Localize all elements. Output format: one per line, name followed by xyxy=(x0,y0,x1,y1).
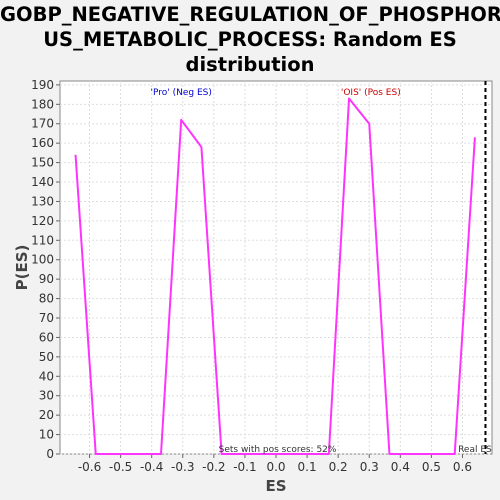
y-tick-label: 120 xyxy=(31,214,54,228)
grid xyxy=(60,81,492,455)
y-tick-label: 70 xyxy=(39,311,54,325)
y-tick-label: 180 xyxy=(31,97,54,111)
x-tick-label: 0.3 xyxy=(360,460,379,474)
x-tick-label: 0.5 xyxy=(422,460,441,474)
x-axis: -0.6 -0.5 -0.4 -0.3 -0.2 -0.1 0.0 0.1 0.2 0.3 0.4 0… xyxy=(78,454,472,474)
y-tick-label: 20 xyxy=(39,408,54,422)
x-axis-label: ES xyxy=(265,477,286,495)
chart-title-line-2: US_METABOLIC_PROCESS: Random ES xyxy=(43,28,457,51)
pos-es-annotation: 'OIS' (Pos ES) xyxy=(341,88,401,98)
y-tick-label: 190 xyxy=(31,78,54,92)
pos-scores-annotation: Sets with pos scores: 52% xyxy=(219,445,337,455)
y-tick-label: 10 xyxy=(39,428,54,442)
distribution-line xyxy=(74,97,476,455)
y-tick-label: 100 xyxy=(31,253,54,267)
y-tick-label: 160 xyxy=(31,136,54,150)
y-tick-label: 140 xyxy=(31,175,54,189)
y-tick-label: 50 xyxy=(39,350,54,364)
x-tick-label: 0.2 xyxy=(329,460,348,474)
y-tick-label: 30 xyxy=(39,389,54,403)
y-tick-label: 170 xyxy=(31,117,54,131)
x-tick-label: -0.4 xyxy=(140,460,163,474)
y-tick-label: 150 xyxy=(31,156,54,170)
chart-title-line-1: GOBP_NEGATIVE_REGULATION_OF_PHOSPHOR xyxy=(0,3,500,26)
y-tick-label: 90 xyxy=(39,272,54,286)
real-es-label: Real ES xyxy=(458,445,492,455)
y-tick-label: 130 xyxy=(31,194,54,208)
y-tick-label: 40 xyxy=(39,369,54,383)
chart-title-line-3: distribution xyxy=(185,53,315,76)
y-tick-label: 110 xyxy=(31,233,54,247)
y-axis-label: P(ES) xyxy=(13,245,31,291)
x-tick-label: 0.6 xyxy=(453,460,472,474)
chart-title: GOBP_NEGATIVE_REGULATION_OF_PHOSPHOR US_… xyxy=(0,2,500,77)
x-tick-label: -0.3 xyxy=(171,460,194,474)
y-tick-label: 80 xyxy=(39,292,54,306)
y-tick-label: 0 xyxy=(46,447,54,461)
x-tick-label: -0.5 xyxy=(109,460,132,474)
x-tick-label: 0.1 xyxy=(298,460,317,474)
y-tick-label: 60 xyxy=(39,330,54,344)
neg-es-annotation: 'Pro' (Neg ES) xyxy=(151,88,212,98)
y-axis: 0 10 20 30 40 50 60 70 80 90 100 110 120 130 140 150 160… xyxy=(31,78,60,461)
x-tick-label: 0.4 xyxy=(391,460,410,474)
x-tick-label: 0.0 xyxy=(266,460,285,474)
series-layer xyxy=(74,97,476,455)
x-tick-label: -0.2 xyxy=(202,460,225,474)
x-tick-label: -0.6 xyxy=(78,460,101,474)
x-tick-label: -0.1 xyxy=(233,460,256,474)
